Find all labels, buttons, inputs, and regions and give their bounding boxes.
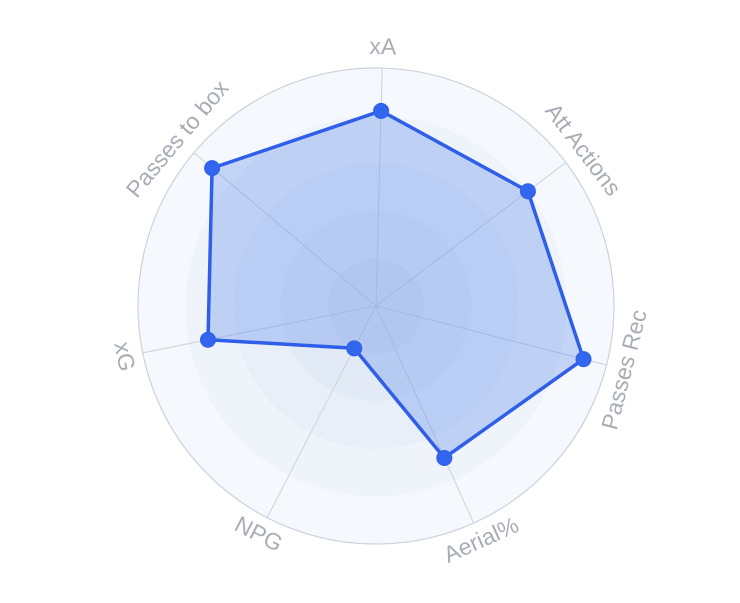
radar-spoke-2 xyxy=(375,305,607,366)
radar-point-3 xyxy=(436,449,453,466)
radar-point-6 xyxy=(204,160,221,177)
axis-label-0: xA xyxy=(369,33,397,60)
radar-point-5 xyxy=(199,331,216,348)
axis-label-5: xG xyxy=(109,339,140,373)
radar-series xyxy=(199,102,592,466)
radar-point-1 xyxy=(519,183,536,200)
radar-spoke-5 xyxy=(142,305,377,354)
radar-point-2 xyxy=(575,351,592,368)
radar-spoke-6 xyxy=(193,152,377,307)
radar-point-0 xyxy=(373,102,390,119)
radar-point-4 xyxy=(346,340,363,357)
radar-spoke-3 xyxy=(375,305,475,524)
radar-series-area xyxy=(206,109,586,460)
